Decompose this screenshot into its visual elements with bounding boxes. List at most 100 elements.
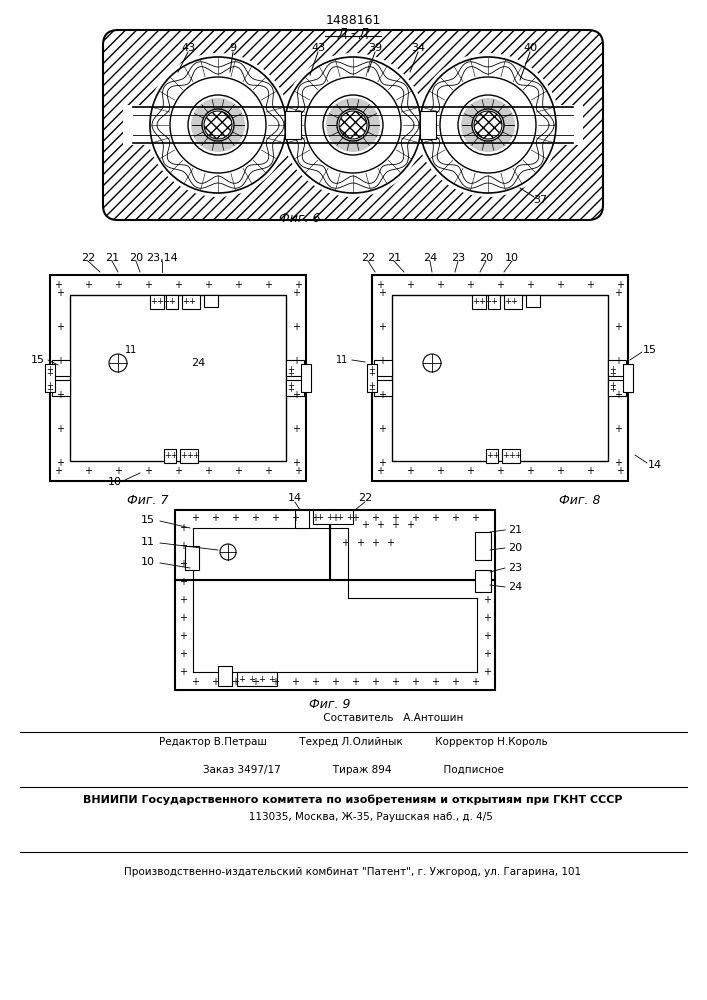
- Text: +: +: [179, 667, 187, 677]
- Text: +: +: [526, 466, 534, 476]
- Text: +: +: [378, 458, 386, 468]
- Text: +: +: [378, 390, 386, 400]
- Bar: [623, 364, 633, 392]
- Text: +: +: [411, 677, 419, 687]
- Text: +: +: [431, 513, 439, 523]
- Circle shape: [326, 98, 380, 152]
- Text: +: +: [371, 677, 379, 687]
- Bar: [392, 295, 608, 461]
- Text: +: +: [378, 288, 386, 298]
- Text: +: +: [526, 280, 534, 290]
- Text: +: +: [84, 466, 92, 476]
- Bar: [372, 275, 628, 481]
- Text: +: +: [483, 631, 491, 641]
- Text: +: +: [466, 280, 474, 290]
- Text: +: +: [189, 298, 195, 306]
- Text: +: +: [483, 649, 491, 659]
- Text: +: +: [614, 356, 622, 366]
- Text: +: +: [204, 280, 212, 290]
- Text: +: +: [556, 280, 564, 290]
- Text: +: +: [179, 577, 187, 587]
- Circle shape: [461, 98, 515, 152]
- Text: +: +: [211, 513, 219, 523]
- Bar: [50, 275, 306, 481]
- Text: 39: 39: [368, 43, 382, 53]
- Text: +: +: [179, 523, 187, 533]
- Text: +: +: [406, 280, 414, 290]
- Text: +: +: [496, 280, 504, 290]
- Text: 14: 14: [648, 460, 662, 470]
- Text: +: +: [264, 280, 272, 290]
- Text: +: +: [180, 452, 187, 460]
- Text: Фиг. 7: Фиг. 7: [127, 493, 169, 506]
- Text: +: +: [165, 452, 171, 460]
- Bar: [185, 546, 199, 570]
- Text: +: +: [436, 280, 444, 290]
- Text: 15: 15: [31, 355, 45, 365]
- Text: +: +: [294, 466, 302, 476]
- Text: 9: 9: [230, 43, 237, 53]
- Bar: [45, 364, 55, 392]
- Text: Фиг. 8: Фиг. 8: [559, 493, 601, 506]
- Text: +: +: [288, 385, 294, 394]
- Bar: [313, 510, 353, 524]
- Text: +: +: [510, 298, 518, 306]
- Circle shape: [339, 111, 367, 139]
- Text: +: +: [386, 538, 394, 548]
- Text: +: +: [231, 677, 239, 687]
- Text: +: +: [327, 512, 334, 522]
- Text: +: +: [609, 385, 617, 394]
- Text: 22: 22: [358, 493, 372, 503]
- Text: 37: 37: [533, 195, 547, 205]
- Text: +: +: [484, 298, 491, 306]
- Text: +: +: [406, 466, 414, 476]
- Circle shape: [440, 77, 536, 173]
- Text: +: +: [436, 466, 444, 476]
- Bar: [218, 666, 232, 686]
- Text: +: +: [503, 452, 510, 460]
- Text: 10: 10: [108, 477, 122, 487]
- Text: +: +: [264, 466, 272, 476]
- Text: +: +: [191, 513, 199, 523]
- Text: 24: 24: [423, 253, 437, 263]
- Text: +: +: [271, 513, 279, 523]
- Bar: [420, 111, 436, 139]
- Text: +: +: [391, 520, 399, 530]
- Text: +: +: [179, 649, 187, 659]
- Text: +: +: [292, 424, 300, 434]
- Text: +: +: [292, 322, 300, 332]
- Text: +: +: [368, 369, 375, 378]
- Text: +: +: [376, 280, 384, 290]
- Text: +: +: [251, 513, 259, 523]
- Bar: [52, 360, 70, 376]
- Text: +: +: [614, 390, 622, 400]
- Text: +: +: [616, 466, 624, 476]
- Text: +: +: [54, 466, 62, 476]
- Text: +: +: [508, 452, 515, 460]
- Text: +: +: [56, 458, 64, 468]
- Text: +: +: [211, 677, 219, 687]
- Text: +: +: [351, 513, 359, 523]
- Text: +: +: [182, 298, 189, 306]
- Text: +: +: [47, 385, 54, 394]
- Text: +: +: [496, 466, 504, 476]
- Bar: [175, 510, 330, 580]
- Text: +: +: [586, 280, 594, 290]
- Text: +: +: [271, 677, 279, 687]
- Text: +: +: [47, 365, 54, 374]
- Text: +: +: [376, 520, 384, 530]
- Bar: [486, 449, 498, 463]
- Bar: [472, 295, 486, 309]
- Bar: [182, 295, 200, 309]
- Circle shape: [188, 95, 248, 155]
- Text: +: +: [479, 298, 486, 306]
- Text: 23: 23: [508, 563, 522, 573]
- Text: +: +: [144, 280, 152, 290]
- Bar: [285, 111, 301, 139]
- Text: +: +: [586, 466, 594, 476]
- Text: +: +: [471, 513, 479, 523]
- Text: +: +: [151, 298, 158, 306]
- Text: Составитель   А.Антошин: Составитель А.Антошин: [243, 713, 464, 723]
- Bar: [374, 360, 392, 376]
- Text: 20: 20: [479, 253, 493, 263]
